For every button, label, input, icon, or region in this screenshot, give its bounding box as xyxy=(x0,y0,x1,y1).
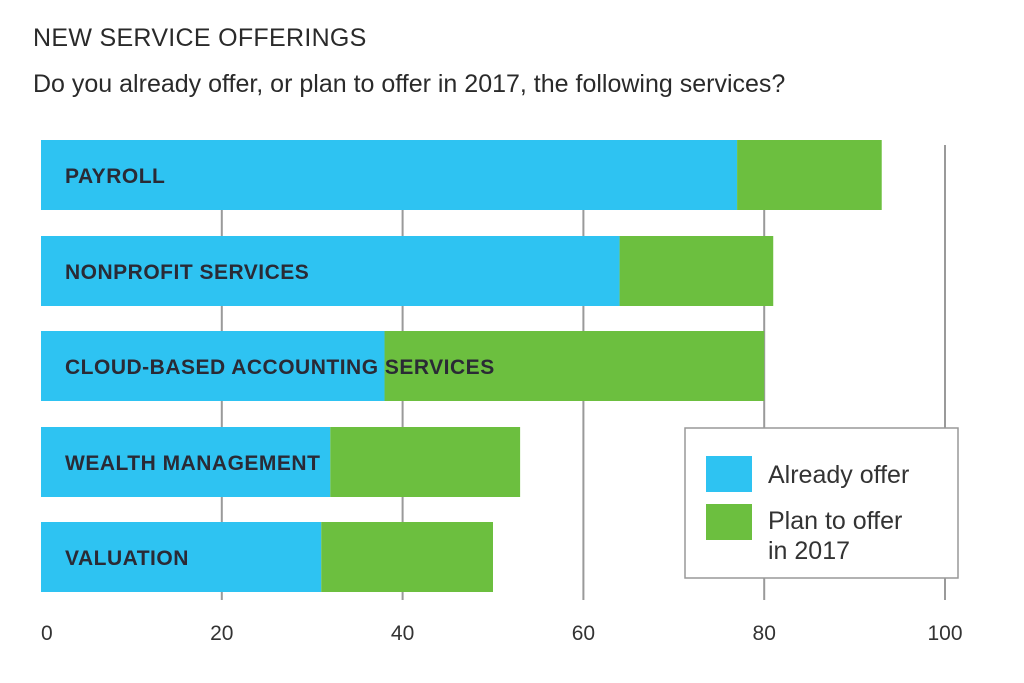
category-label: WEALTH MANAGEMENT xyxy=(65,452,320,475)
category-label: PAYROLL xyxy=(65,165,165,188)
legend-box xyxy=(684,427,959,579)
x-tick-label: 80 xyxy=(753,622,776,645)
category-label: NONPROFIT SERVICES xyxy=(65,261,309,284)
legend-label-plan-line2: in 2017 xyxy=(768,537,850,565)
bar-plan-4 xyxy=(321,522,493,592)
x-tick-label: 20 xyxy=(210,622,233,645)
bar-plan-1 xyxy=(619,236,774,306)
legend-label-already: Already offer xyxy=(768,461,909,489)
bar-plan-2 xyxy=(384,331,765,401)
legend-swatch-plan xyxy=(706,504,752,540)
x-tick-label: 40 xyxy=(391,622,414,645)
category-label: VALUATION xyxy=(65,547,189,570)
bar-plan-3 xyxy=(330,427,521,497)
x-tick-label: 0 xyxy=(41,622,53,645)
bar-already-4 xyxy=(41,522,322,592)
bar-plan-0 xyxy=(737,140,882,210)
chart-subtitle: Do you already offer, or plan to offer i… xyxy=(33,70,786,98)
x-tick-label: 100 xyxy=(927,622,962,645)
x-tick-label: 60 xyxy=(572,622,595,645)
legend-label-plan: Plan to offer xyxy=(768,507,902,535)
bar-already-2 xyxy=(41,331,385,401)
bar-already-0 xyxy=(41,140,738,210)
legend-swatch-already xyxy=(706,456,752,492)
bar-already-1 xyxy=(41,236,620,306)
category-label: CLOUD-BASED ACCOUNTING SERVICES xyxy=(65,356,495,379)
bar-already-3 xyxy=(41,427,331,497)
chart-title: NEW SERVICE OFFERINGS xyxy=(33,24,367,52)
